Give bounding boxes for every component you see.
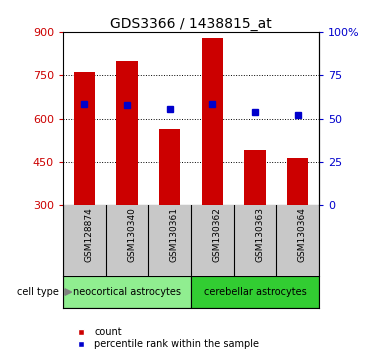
Bar <box>191 276 319 308</box>
Title: GDS3366 / 1438815_at: GDS3366 / 1438815_at <box>110 17 272 31</box>
Bar <box>63 276 191 308</box>
Bar <box>74 72 95 205</box>
Bar <box>159 129 180 205</box>
Text: cerebellar astrocytes: cerebellar astrocytes <box>204 287 306 297</box>
Text: cell type: cell type <box>17 287 59 297</box>
Text: GSM130362: GSM130362 <box>212 207 221 262</box>
Bar <box>287 158 308 205</box>
Legend: count, percentile rank within the sample: count, percentile rank within the sample <box>72 327 259 349</box>
Text: GSM130340: GSM130340 <box>127 207 136 262</box>
Text: GSM130361: GSM130361 <box>170 207 179 262</box>
Bar <box>202 38 223 205</box>
Text: GSM128874: GSM128874 <box>85 207 93 262</box>
Bar <box>116 61 138 205</box>
Text: neocortical astrocytes: neocortical astrocytes <box>73 287 181 297</box>
Text: GSM130364: GSM130364 <box>298 207 307 262</box>
Bar <box>244 150 266 205</box>
Text: GSM130363: GSM130363 <box>255 207 264 262</box>
